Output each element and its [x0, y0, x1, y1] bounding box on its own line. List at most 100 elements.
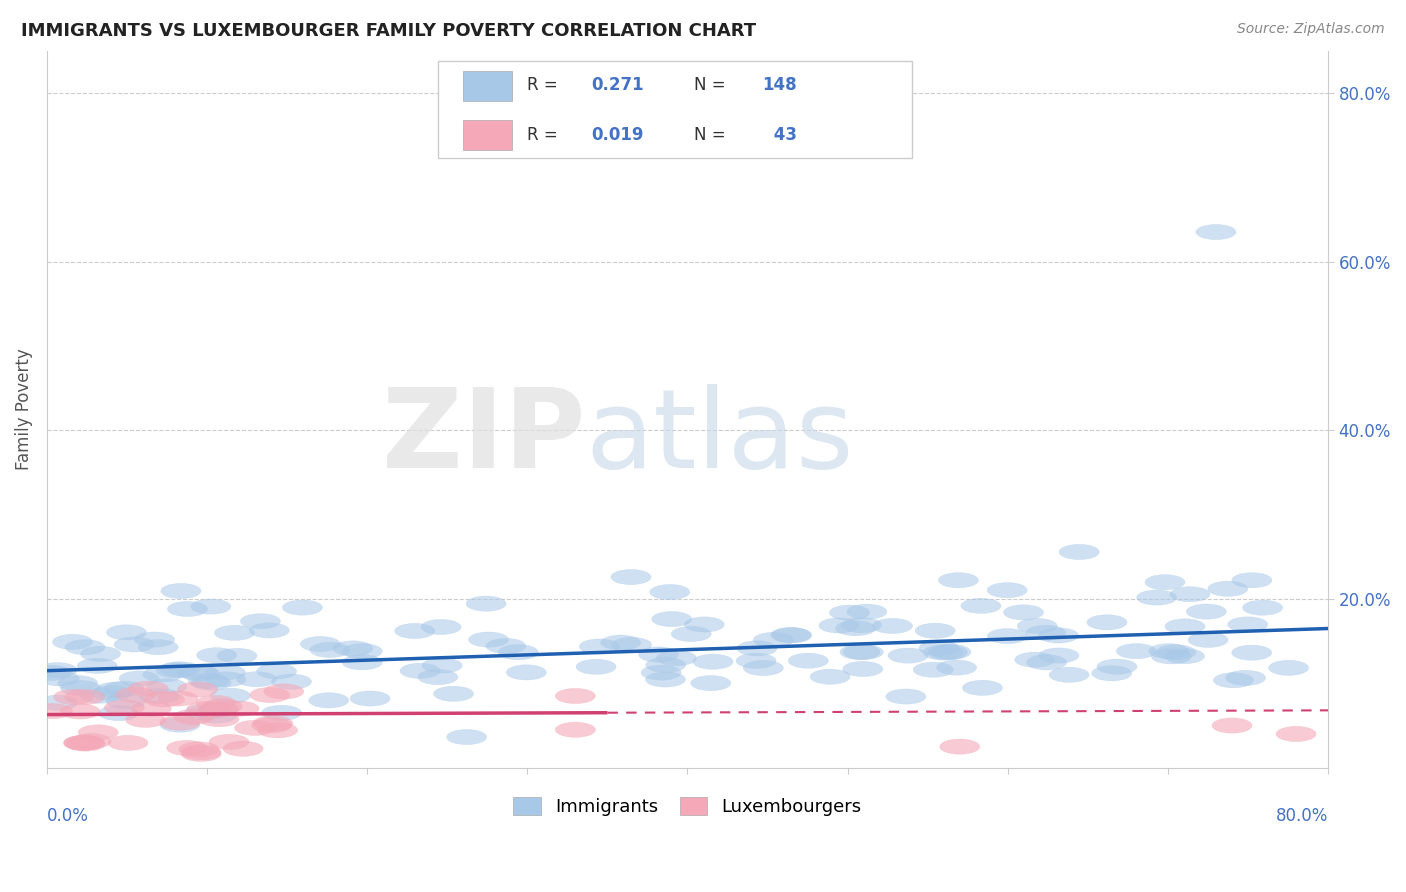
Ellipse shape	[202, 698, 242, 714]
Ellipse shape	[498, 645, 538, 660]
Ellipse shape	[842, 617, 882, 632]
Ellipse shape	[177, 664, 217, 679]
Text: IMMIGRANTS VS LUXEMBOURGER FAMILY POVERTY CORRELATION CHART: IMMIGRANTS VS LUXEMBOURGER FAMILY POVERT…	[21, 22, 756, 40]
Ellipse shape	[1243, 600, 1282, 615]
Ellipse shape	[39, 671, 79, 686]
Ellipse shape	[209, 734, 249, 749]
Ellipse shape	[31, 665, 72, 681]
Ellipse shape	[108, 735, 148, 750]
Ellipse shape	[1197, 225, 1236, 240]
Ellipse shape	[184, 705, 224, 720]
Ellipse shape	[205, 665, 246, 680]
Ellipse shape	[1226, 670, 1265, 685]
Ellipse shape	[98, 706, 139, 721]
Ellipse shape	[104, 681, 143, 697]
Ellipse shape	[1232, 573, 1272, 588]
Ellipse shape	[939, 739, 980, 755]
Ellipse shape	[928, 645, 967, 660]
Ellipse shape	[1116, 643, 1156, 659]
Ellipse shape	[114, 637, 155, 652]
Ellipse shape	[167, 601, 208, 616]
Ellipse shape	[579, 639, 620, 654]
Ellipse shape	[1039, 648, 1078, 663]
Ellipse shape	[839, 644, 880, 659]
Ellipse shape	[177, 681, 218, 697]
Ellipse shape	[960, 599, 1001, 614]
Ellipse shape	[60, 704, 100, 719]
Ellipse shape	[181, 747, 221, 762]
Ellipse shape	[1149, 643, 1189, 659]
Ellipse shape	[600, 635, 641, 650]
Ellipse shape	[872, 618, 912, 633]
Ellipse shape	[217, 648, 257, 664]
Legend: Immigrants, Luxembourgers: Immigrants, Luxembourgers	[506, 789, 869, 823]
FancyBboxPatch shape	[464, 120, 512, 151]
Ellipse shape	[830, 605, 869, 620]
Ellipse shape	[1091, 665, 1132, 681]
Ellipse shape	[115, 687, 156, 702]
Ellipse shape	[657, 650, 696, 665]
Ellipse shape	[58, 675, 98, 690]
Ellipse shape	[104, 700, 145, 715]
Ellipse shape	[283, 600, 322, 615]
Ellipse shape	[842, 661, 883, 676]
Ellipse shape	[938, 573, 979, 588]
Text: R =: R =	[527, 126, 564, 144]
Ellipse shape	[63, 735, 104, 750]
Ellipse shape	[818, 618, 859, 633]
Ellipse shape	[160, 715, 200, 731]
Text: 148: 148	[762, 76, 796, 94]
Ellipse shape	[1164, 648, 1205, 664]
Ellipse shape	[139, 689, 180, 704]
Ellipse shape	[96, 682, 135, 698]
Ellipse shape	[447, 730, 486, 745]
Ellipse shape	[252, 718, 292, 733]
Ellipse shape	[240, 614, 280, 629]
Ellipse shape	[198, 702, 238, 717]
Ellipse shape	[810, 669, 851, 684]
Ellipse shape	[641, 665, 681, 681]
Ellipse shape	[65, 690, 105, 705]
Ellipse shape	[157, 691, 198, 706]
Ellipse shape	[987, 629, 1028, 644]
Ellipse shape	[1277, 726, 1316, 741]
Ellipse shape	[399, 664, 440, 679]
Ellipse shape	[52, 634, 93, 649]
Ellipse shape	[197, 648, 236, 663]
Text: 0.271: 0.271	[592, 76, 644, 94]
Ellipse shape	[846, 604, 887, 619]
Ellipse shape	[257, 664, 297, 679]
Ellipse shape	[737, 640, 778, 656]
Ellipse shape	[105, 694, 146, 709]
Ellipse shape	[128, 681, 169, 697]
Ellipse shape	[160, 583, 201, 599]
Ellipse shape	[1170, 587, 1211, 602]
Ellipse shape	[1059, 544, 1099, 559]
Ellipse shape	[257, 723, 298, 738]
Ellipse shape	[1049, 667, 1090, 682]
Ellipse shape	[301, 636, 340, 651]
Ellipse shape	[1166, 619, 1205, 634]
Ellipse shape	[1136, 590, 1177, 605]
Ellipse shape	[1188, 632, 1229, 648]
Text: Source: ZipAtlas.com: Source: ZipAtlas.com	[1237, 22, 1385, 37]
Ellipse shape	[638, 647, 679, 662]
Ellipse shape	[1017, 618, 1057, 633]
Ellipse shape	[912, 662, 953, 677]
Ellipse shape	[66, 736, 105, 751]
Text: 80.0%: 80.0%	[1275, 807, 1329, 825]
Ellipse shape	[467, 596, 506, 611]
Ellipse shape	[249, 623, 290, 638]
Ellipse shape	[1026, 625, 1066, 640]
Ellipse shape	[253, 715, 292, 731]
Ellipse shape	[180, 665, 219, 681]
Ellipse shape	[915, 624, 955, 639]
Ellipse shape	[215, 625, 254, 640]
Text: R =: R =	[527, 76, 564, 94]
Ellipse shape	[131, 701, 172, 716]
Text: 43: 43	[768, 126, 797, 144]
Ellipse shape	[468, 632, 509, 648]
Ellipse shape	[420, 619, 461, 634]
Text: atlas: atlas	[585, 384, 853, 491]
Ellipse shape	[1144, 574, 1185, 590]
